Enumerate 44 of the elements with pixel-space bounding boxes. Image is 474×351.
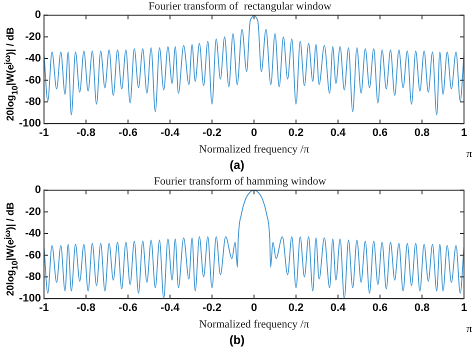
- line-series: [44, 15, 464, 116]
- x-tick-label: -0.4: [160, 302, 180, 314]
- y-tick-label: -20: [25, 30, 42, 43]
- text: π: [466, 148, 472, 160]
- y-tick-label: -100: [18, 118, 42, 130]
- y-tick-label: -40: [25, 228, 42, 240]
- y-tick-label: -100: [18, 292, 42, 305]
- x-tick-label: 1: [460, 302, 468, 314]
- x-tick-label: 0.8: [414, 127, 430, 140]
- x-tick-label: 0.2: [288, 127, 304, 140]
- y-tick-label: -20: [25, 206, 42, 218]
- x-axis-title: Normalized frequency /π: [199, 143, 310, 156]
- y-tick-label: -80: [25, 270, 42, 283]
- x-tick-label: 1: [460, 127, 468, 140]
- line-series: [44, 190, 464, 299]
- x-tick-label: -1: [39, 302, 49, 314]
- y-tick-label: -60: [25, 249, 42, 262]
- x-tick-label: 0.4: [330, 302, 347, 314]
- x-tick-label: -0.8: [76, 127, 96, 140]
- x-tick-label: -0.6: [118, 302, 138, 314]
- y-tick-label: 0: [34, 184, 42, 196]
- y-tick-label: 0: [34, 9, 42, 22]
- chart-title: Fourier transform of rectangular window: [148, 0, 332, 12]
- x-tick-label: 0.2: [288, 302, 304, 314]
- text: (a): [230, 158, 244, 172]
- y-tick-label: -60: [25, 74, 42, 86]
- x-tick-label: -0.8: [76, 302, 96, 314]
- x-tick-label: -0.4: [160, 127, 180, 140]
- x-tick-label: -0.6: [118, 127, 138, 140]
- chart-title: Fourier transform of hamming window: [154, 175, 326, 188]
- x-tick-label: 0: [250, 127, 258, 140]
- text: (b): [229, 333, 245, 347]
- x-tick-label: -1: [39, 127, 49, 140]
- x-tick-label: -0.2: [202, 302, 222, 314]
- y-tick-label: -40: [25, 52, 42, 65]
- x-axis-title: Normalized frequency /π: [199, 318, 310, 330]
- x-tick-label: -0.2: [202, 127, 222, 140]
- text: π: [466, 323, 472, 335]
- x-tick-label: 0: [250, 302, 258, 314]
- x-tick-label: 0.6: [372, 302, 388, 314]
- x-tick-label: 0.4: [330, 127, 347, 140]
- y-tick-label: -80: [25, 96, 42, 108]
- x-tick-label: 0.6: [372, 127, 388, 140]
- x-tick-label: 0.8: [414, 302, 430, 314]
